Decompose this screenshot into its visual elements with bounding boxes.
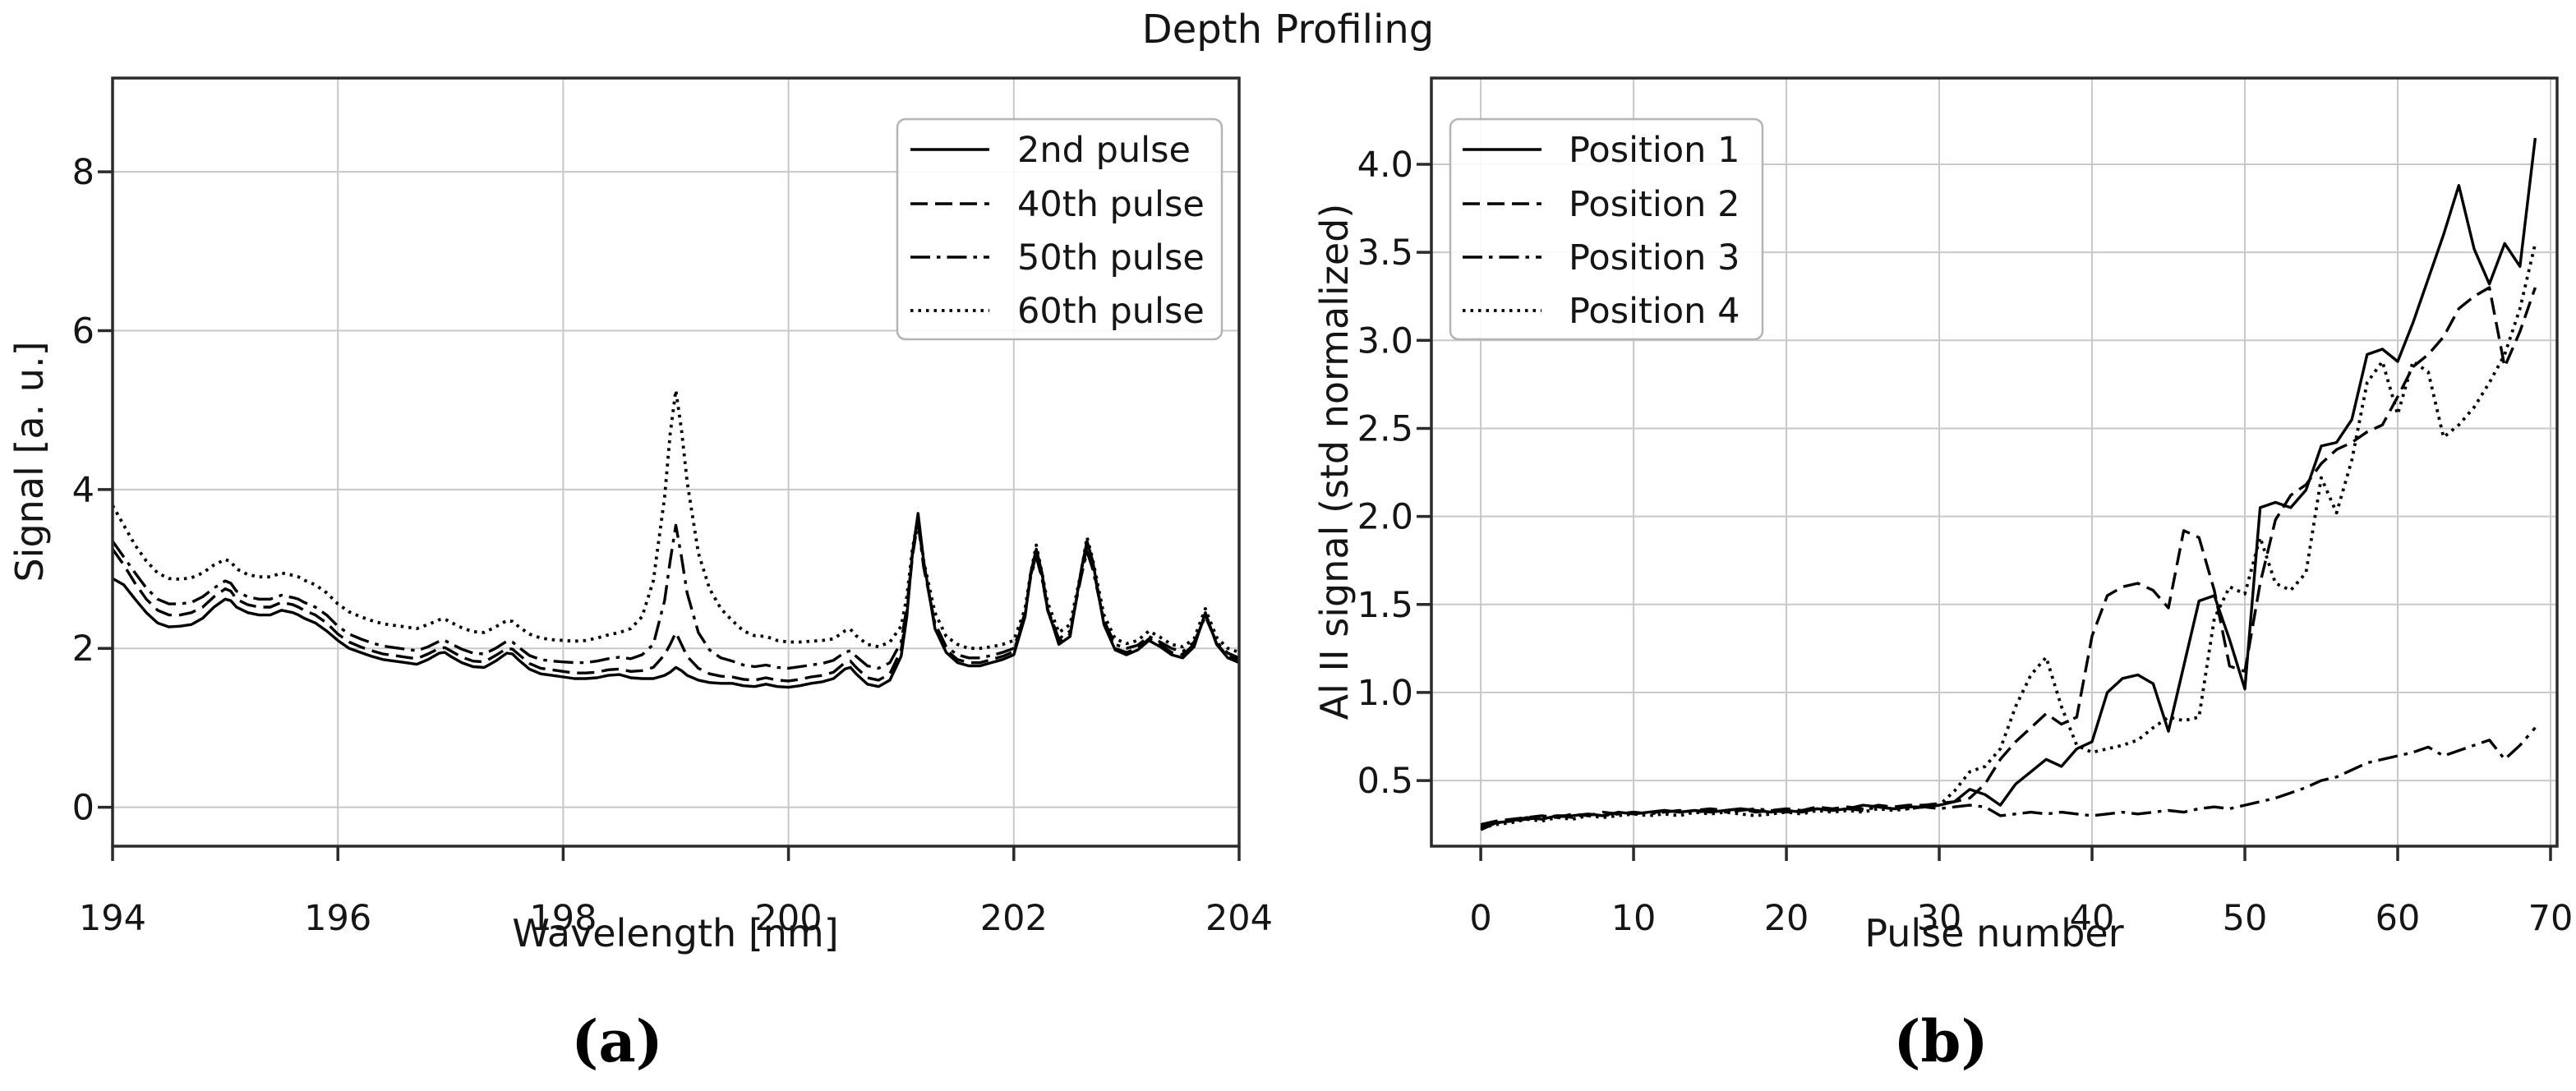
y-tick-label: 8: [72, 152, 94, 193]
series-position-4: [1480, 242, 2537, 830]
plot-frame-a: [111, 76, 1241, 848]
series-50th-pulse: [113, 521, 1239, 670]
x-tick-label: 50: [2223, 898, 2268, 939]
x-tick-label: 60: [2376, 898, 2421, 939]
x-tick-label: 0: [1469, 898, 1491, 939]
grid-b: [1431, 78, 2557, 846]
legend-label: 50th pulse: [1017, 237, 1205, 279]
series-group-b: [1480, 137, 2537, 831]
x-axis-label-b: Pulse number: [1864, 911, 2123, 955]
x-tick-label: 10: [1611, 898, 1657, 939]
plot-frame-b: [1430, 76, 2559, 848]
legend-label: Position 1: [1569, 130, 1740, 171]
legend-label: Position 4: [1569, 291, 1740, 332]
legend-a: 2nd pulse 40th pulse 50th pulse 60th pulse: [896, 117, 1223, 341]
y-tick-label: 1.0: [1357, 673, 1413, 714]
y-tick-label: 4: [72, 470, 94, 511]
y-tick-label: 2.0: [1357, 497, 1413, 538]
x-tick-label: 200: [755, 898, 823, 939]
figure-title: Depth Profiling: [1141, 7, 1435, 53]
legend-label: 2nd pulse: [1017, 130, 1191, 171]
x-tick-label: 20: [1764, 898, 1809, 939]
y-tick-label: 2: [72, 628, 94, 670]
legend-label: Position 3: [1569, 237, 1740, 279]
x-tick-label: 202: [980, 898, 1048, 939]
series-60th-pulse: [113, 389, 1239, 654]
y-tick-label: 3.5: [1357, 232, 1413, 274]
series-position-3: [1480, 726, 2537, 828]
y-tick-label: 6: [72, 311, 94, 352]
panel-label-a: (a): [571, 1007, 663, 1075]
x-tick-label: 196: [304, 898, 371, 939]
y-tick-label: 3.0: [1357, 320, 1413, 361]
legend-label: 40th pulse: [1017, 184, 1205, 225]
x-tick-label: 70: [2528, 898, 2574, 939]
series-position-2: [1480, 286, 2537, 826]
x-tick-label: 204: [1205, 898, 1273, 939]
series-group-a: [113, 389, 1239, 689]
y-axis-label-a: Signal [a. u.]: [7, 341, 52, 582]
x-tick-label: 40: [2070, 898, 2115, 939]
series-40th-pulse: [113, 518, 1239, 683]
y-tick-label: 1.5: [1357, 585, 1413, 626]
y-tick-label: 4.0: [1357, 145, 1413, 186]
axes-b: 0 10 20 30 40 50 60 70 0.5 1.0 1.5 2.0 2.5 3.0 3.5 4.0: [1357, 145, 2574, 939]
y-axis-label-b: Al II signal (std normalized): [1312, 204, 1357, 720]
y-tick-label: 2.5: [1357, 408, 1413, 449]
x-tick-label: 194: [79, 898, 146, 939]
y-tick-label: 0.5: [1357, 761, 1413, 802]
legend-b: Position 1 Position 2 Position 3 Position 4: [1449, 117, 1764, 341]
x-axis-label-a: Wavelength [nm]: [512, 911, 838, 955]
legend-label: 60th pulse: [1017, 291, 1205, 332]
legend-label: Position 2: [1569, 184, 1740, 225]
y-tick-label: 0: [72, 788, 94, 829]
x-tick-label: 30: [1917, 898, 1962, 939]
x-tick-label: 198: [529, 898, 597, 939]
panel-label-b: (b): [1893, 1007, 1988, 1075]
axes-a: 194 196 198 200 202 204 0 2 4 6 8: [72, 152, 1273, 939]
